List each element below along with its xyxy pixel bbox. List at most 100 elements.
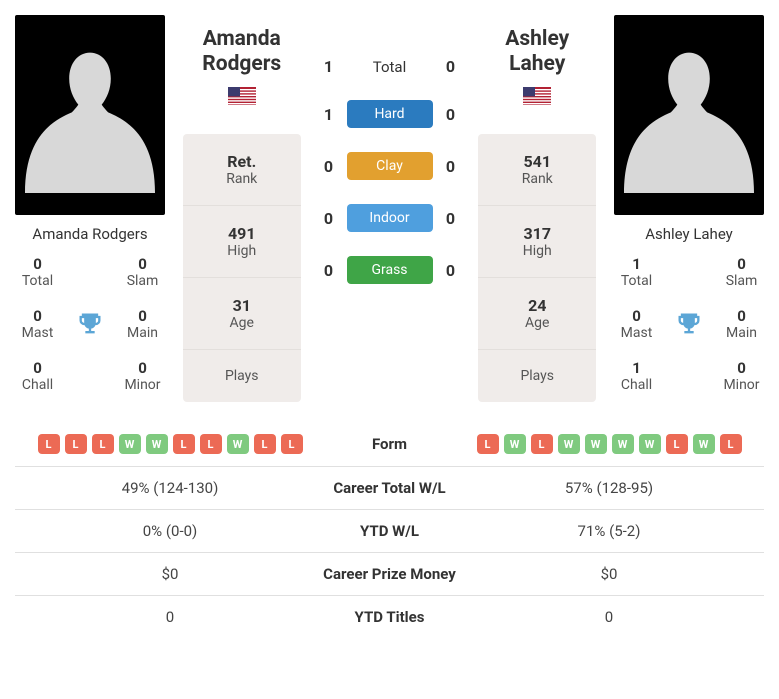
form-chip-w[interactable]: W: [612, 434, 634, 454]
player-right-name-caption: Ashley Lahey: [614, 225, 764, 243]
h2h-hard-right: 0: [441, 105, 461, 124]
h2h-total-label: Total: [339, 58, 441, 76]
form-chip-w[interactable]: W: [585, 434, 607, 454]
trophy-icon: [675, 310, 703, 338]
stat-main-val: 0: [120, 307, 165, 325]
h2h-indoor-left: 0: [319, 209, 339, 228]
h2h-indoor-right: 0: [441, 209, 461, 228]
player-left-name-big: Amanda Rodgers: [183, 27, 301, 77]
player-left-titles: 0Total 0Slam 0Mast 0Main 0Chall 0Minor: [15, 255, 165, 393]
form-chip-l[interactable]: L: [477, 434, 499, 454]
stat-mast-lbl: Mast: [15, 325, 60, 341]
form-chip-w[interactable]: W: [504, 434, 526, 454]
rank-age-lbl: Age: [478, 315, 596, 331]
rank-plays-lbl: Plays: [183, 368, 301, 384]
trophy-icon: [76, 310, 104, 338]
player-left-name-caption: Amanda Rodgers: [15, 225, 165, 243]
rank-current-val: 541: [478, 152, 596, 171]
rank-high-lbl: High: [478, 243, 596, 259]
form-right-chips: LWLWWWWLWL: [464, 434, 754, 454]
career-wl-left: 49% (124-130): [25, 479, 315, 497]
form-chip-w[interactable]: W: [558, 434, 580, 454]
avatar-silhouette-icon: [624, 35, 754, 195]
form-label: Form: [315, 435, 464, 453]
career-prize-label: Career Prize Money: [315, 565, 464, 583]
stat-chall-lbl: Chall: [15, 377, 60, 393]
form-chip-l[interactable]: L: [666, 434, 688, 454]
stat-minor-lbl: Minor: [120, 377, 165, 393]
h2h-total-right: 0: [441, 57, 461, 76]
form-chip-w[interactable]: W: [693, 434, 715, 454]
form-chip-l[interactable]: L: [531, 434, 553, 454]
form-chip-l[interactable]: L: [720, 434, 742, 454]
h2h-column: 1 Total 0 1 Hard 0 0 Clay 0 0 Indoor 0 0…: [319, 15, 461, 402]
h2h-hard-left: 1: [319, 105, 339, 124]
form-chip-w[interactable]: W: [119, 434, 141, 454]
player-right-name-big: Ashley Lahey: [478, 27, 596, 77]
flag-us-icon: [228, 87, 256, 105]
ytd-titles-label: YTD Titles: [315, 608, 464, 626]
stat-slam-lbl: Slam: [719, 273, 764, 289]
top-section: Amanda Rodgers 0Total 0Slam 0Mast 0Main …: [15, 15, 764, 402]
stat-main-val: 0: [719, 307, 764, 325]
rank-high-val: 491: [183, 224, 301, 243]
h2h-clay-left: 0: [319, 157, 339, 176]
rank-plays-lbl: Plays: [478, 368, 596, 384]
ytd-titles-right: 0: [464, 608, 754, 626]
stat-mast-val: 0: [15, 307, 60, 325]
form-chip-l[interactable]: L: [173, 434, 195, 454]
career-wl-right: 57% (128-95): [464, 479, 754, 497]
form-chip-w[interactable]: W: [227, 434, 249, 454]
form-chip-l[interactable]: L: [92, 434, 114, 454]
stat-total-val: 1: [614, 255, 659, 273]
rank-current-val: Ret.: [183, 152, 301, 171]
player-left-namecol: Amanda Rodgers Ret.Rank 491High 31Age Pl…: [183, 15, 301, 402]
stat-total-val: 0: [15, 255, 60, 273]
form-chip-l[interactable]: L: [254, 434, 276, 454]
player-right-card: Ashley Lahey 1Total 0Slam 0Mast 0Main 1C…: [614, 15, 764, 402]
career-wl-label: Career Total W/L: [315, 479, 464, 497]
stat-main-lbl: Main: [120, 325, 165, 341]
player-right-flag: [478, 87, 596, 109]
player-left-card: Amanda Rodgers 0Total 0Slam 0Mast 0Main …: [15, 15, 165, 402]
form-chip-l[interactable]: L: [38, 434, 60, 454]
stat-mast-lbl: Mast: [614, 325, 659, 341]
stat-total-lbl: Total: [15, 273, 60, 289]
form-chip-w[interactable]: W: [146, 434, 168, 454]
form-chip-w[interactable]: W: [639, 434, 661, 454]
surface-clay-chip[interactable]: Clay: [347, 152, 433, 180]
player-left-flag: [183, 87, 301, 109]
ytd-wl-left: 0% (0-0): [25, 522, 315, 540]
surface-grass-chip[interactable]: Grass: [347, 256, 433, 284]
rank-high-val: 317: [478, 224, 596, 243]
rank-high-lbl: High: [183, 243, 301, 259]
rank-current-lbl: Rank: [478, 171, 596, 187]
ytd-wl-label: YTD W/L: [315, 522, 464, 540]
stat-chall-val: 0: [15, 359, 60, 377]
stat-mast-val: 0: [614, 307, 659, 325]
stat-main-lbl: Main: [719, 325, 764, 341]
form-chip-l[interactable]: L: [65, 434, 87, 454]
stat-chall-lbl: Chall: [614, 377, 659, 393]
career-prize-left: $0: [25, 565, 315, 583]
surface-indoor-chip[interactable]: Indoor: [347, 204, 433, 232]
stat-slam-val: 0: [719, 255, 764, 273]
stat-minor-val: 0: [120, 359, 165, 377]
stat-minor-lbl: Minor: [719, 377, 764, 393]
avatar-silhouette-icon: [25, 35, 155, 195]
player-left-photo: [15, 15, 165, 215]
stat-chall-val: 1: [614, 359, 659, 377]
surface-hard-chip[interactable]: Hard: [347, 100, 433, 128]
ytd-wl-right: 71% (5-2): [464, 522, 754, 540]
rank-age-lbl: Age: [183, 315, 301, 331]
h2h-grass-left: 0: [319, 261, 339, 280]
flag-us-icon: [523, 87, 551, 105]
ytd-titles-left: 0: [25, 608, 315, 626]
rank-age-val: 31: [183, 296, 301, 315]
player-left-rankbox: Ret.Rank 491High 31Age Plays: [183, 134, 301, 402]
form-chip-l[interactable]: L: [281, 434, 303, 454]
stat-slam-lbl: Slam: [120, 273, 165, 289]
career-prize-right: $0: [464, 565, 754, 583]
stat-total-lbl: Total: [614, 273, 659, 289]
form-chip-l[interactable]: L: [200, 434, 222, 454]
